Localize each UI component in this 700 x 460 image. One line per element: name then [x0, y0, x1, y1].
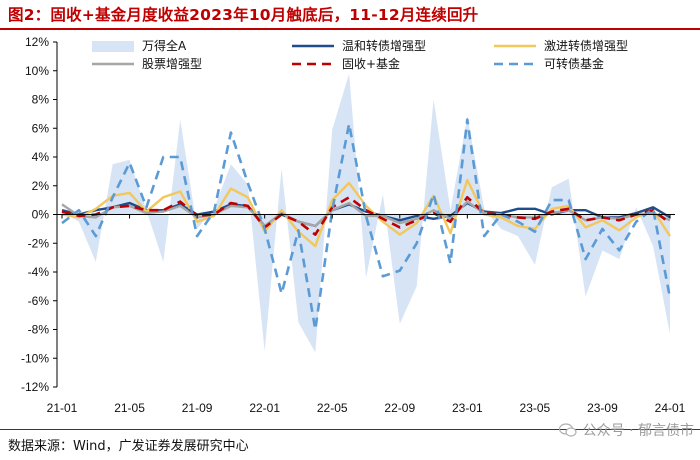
y-tick-label: 10%: [25, 64, 49, 78]
watermark: 公众号 · 郁言债市: [558, 420, 694, 440]
x-tick-label: 21-05: [114, 401, 145, 415]
y-tick-label: 8%: [32, 93, 50, 107]
x-tick-label: 21-01: [47, 401, 78, 415]
wechat-icon: [558, 423, 577, 437]
x-tick-label: 24-01: [655, 401, 686, 415]
legend-item: 温和转债增强型: [292, 38, 426, 53]
series-3-line: [61, 200, 671, 228]
lines-layer: [61, 118, 672, 331]
x-tick-label: 22-05: [317, 401, 348, 415]
y-tick-label: -10%: [21, 351, 49, 365]
legend-label: 温和转债增强型: [342, 38, 426, 53]
y-tick-label: -2%: [28, 236, 50, 250]
y-tick-label: 2%: [32, 179, 50, 193]
legend-item: 激进转债增强型: [494, 38, 628, 53]
legend-label: 万得全A: [142, 38, 187, 53]
chart-title: 图2：固收+基金月度收益2023年10月触底后，11-12月连续回升: [8, 6, 479, 24]
x-tick-label: 23-05: [520, 401, 551, 415]
series-5-line: [61, 118, 672, 331]
legend-label: 可转债基金: [544, 56, 604, 71]
chart-plot: 12% 10% 8% 6% 4% 2% 0% -2% -4% -6% -8% -10% -12% 21-0…: [21, 35, 686, 415]
y-tick-label: -6%: [28, 294, 50, 308]
y-tick-label: 6%: [32, 121, 50, 135]
legend-item: 万得全A: [92, 38, 187, 53]
title-rule: [0, 28, 700, 30]
legend-item: 股票增强型: [92, 57, 202, 71]
y-tick-label: 0%: [32, 208, 50, 222]
y-tick-label: -12%: [21, 380, 49, 394]
y-tick-label: 12%: [25, 35, 49, 49]
watermark-text: 公众号 · 郁言债市: [582, 423, 694, 439]
x-tick-label: 22-01: [249, 401, 280, 415]
axes-layer: 12% 10% 8% 6% 4% 2% 0% -2% -4% -6% -8% -10% -12% 21-0…: [21, 35, 686, 415]
x-tick-label: 23-01: [452, 401, 483, 415]
legend-swatch: [92, 41, 134, 52]
bottom-rule: [0, 429, 700, 430]
y-tick-label: -8%: [28, 323, 50, 337]
legend-item: 固收+基金: [292, 56, 400, 71]
y-tick-label: -4%: [28, 265, 50, 279]
x-tick-label: 21-09: [182, 401, 213, 415]
x-tick-label: 23-09: [587, 401, 618, 415]
legend-label: 激进转债增强型: [544, 38, 628, 53]
legend-label: 股票增强型: [142, 57, 202, 71]
legend-item: 可转债基金: [494, 56, 604, 71]
legend-label: 固收+基金: [342, 56, 400, 71]
y-tick-label: 4%: [32, 150, 50, 164]
source-note: 数据来源：Wind，广发证券发展研究中心: [8, 439, 249, 454]
series-2-line: [61, 178, 672, 248]
x-tick-label: 22-09: [384, 401, 415, 415]
